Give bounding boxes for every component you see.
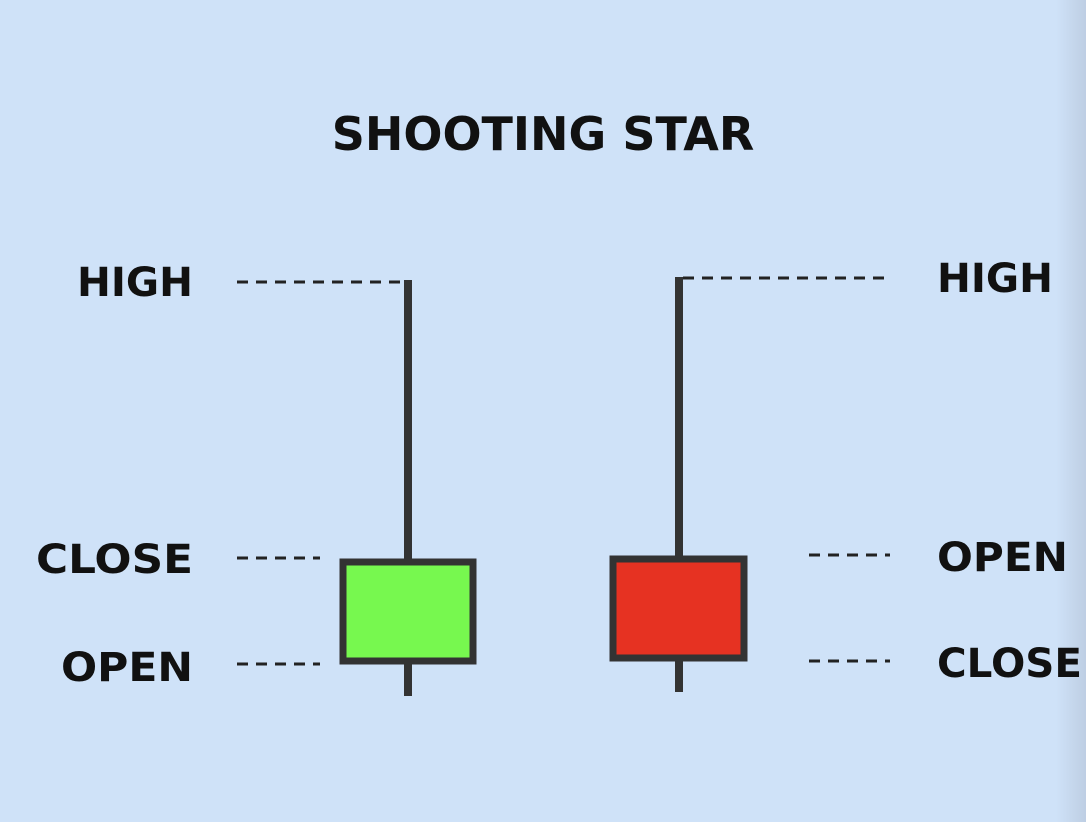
- edge-shadow: [1056, 0, 1086, 822]
- bullish-high-label: HIGH: [77, 260, 193, 306]
- bearish-body: [609, 555, 748, 662]
- bearish-open-label: OPEN: [937, 535, 1068, 581]
- bullish-candle: [339, 280, 477, 696]
- bearish-high-label: HIGH: [937, 256, 1053, 302]
- diagram-title: SHOOTING STAR: [332, 107, 755, 161]
- bullish-close-label: CLOSE: [36, 537, 193, 583]
- bullish-body: [339, 558, 477, 665]
- bearish-candle: [609, 277, 748, 692]
- bullish-open-label: OPEN: [61, 645, 193, 691]
- bearish-close-label: CLOSE: [937, 641, 1082, 687]
